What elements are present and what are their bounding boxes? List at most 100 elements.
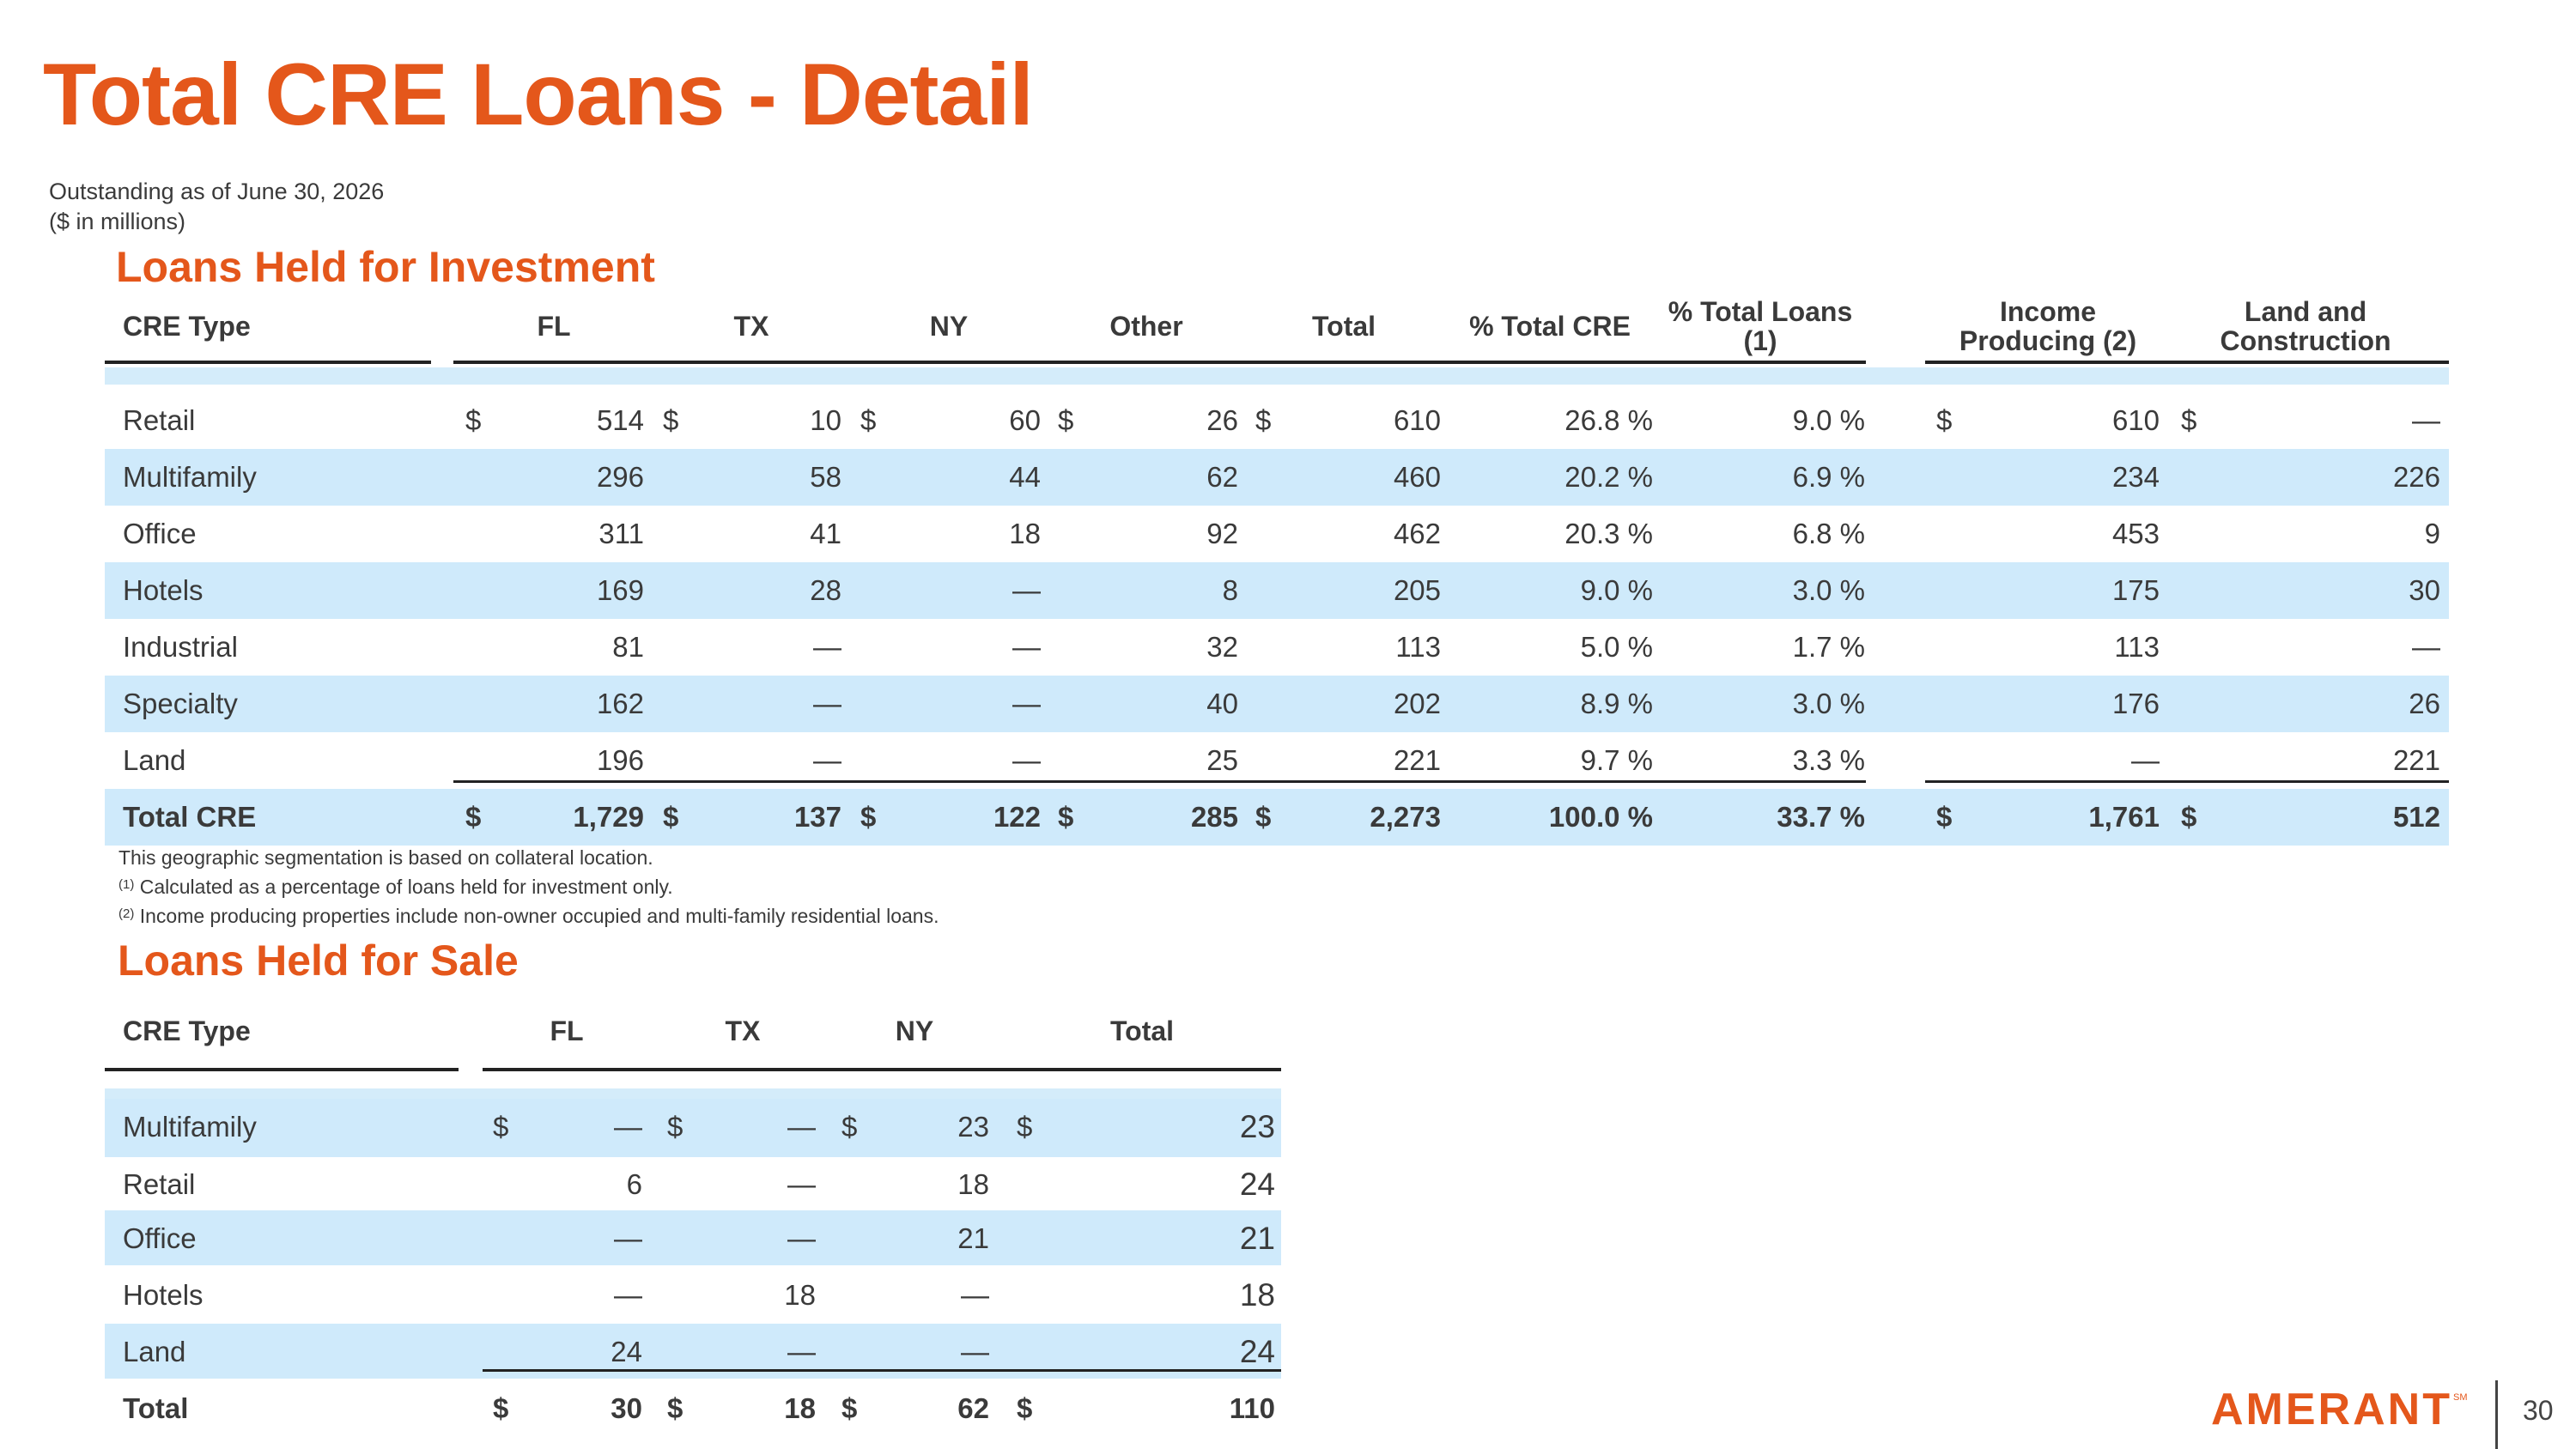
page-subtitle: Outstanding as of June 30, 2026 ($ in mi…: [49, 177, 384, 237]
cell-fl: 6: [626, 1168, 642, 1200]
cell-total: 113: [1395, 631, 1441, 663]
cell-ny: —: [1012, 631, 1041, 663]
cell-ny: 62: [957, 1392, 989, 1424]
cell-income: 1,761: [2088, 801, 2160, 833]
currency-symbol: $: [667, 1111, 683, 1143]
currency-symbol: $: [1017, 1111, 1033, 1143]
currency-symbol: $: [1058, 801, 1074, 833]
cell-tx: 41: [810, 518, 841, 549]
cell-ny: 23: [957, 1111, 989, 1143]
cell-fl: 81: [612, 631, 644, 663]
table-row: Multifamily $ — $ — $23 $23: [105, 1099, 1281, 1157]
cell-income: —: [2131, 744, 2160, 776]
row-label: Total: [123, 1392, 189, 1424]
cell-ny: 21: [957, 1222, 989, 1254]
currency-symbol: $: [1255, 404, 1272, 436]
cell-tx: —: [813, 631, 841, 663]
hfi-header-pct-cre: % Total CRE: [1469, 311, 1631, 342]
currency-symbol: $: [2181, 801, 2197, 833]
currency-symbol: $: [493, 1392, 509, 1424]
cell-ny: —: [961, 1336, 989, 1367]
amerant-logo: AMERANT SM: [2211, 1385, 2469, 1434]
cell-pct-cre: 5.0 %: [1580, 631, 1653, 663]
currency-symbol: $: [663, 801, 679, 833]
row-label: Retail: [123, 1168, 196, 1200]
row-label: Multifamily: [123, 461, 257, 493]
cell-total: 202: [1393, 688, 1441, 719]
page-number-divider: [2495, 1380, 2498, 1449]
hfi-header-income-line2: Producing (2): [1959, 325, 2137, 356]
cell-land: 226: [2392, 461, 2440, 493]
cell-total: 23: [1239, 1109, 1275, 1144]
currency-symbol: $: [493, 1111, 509, 1143]
cell-total: 2,273: [1370, 801, 1441, 833]
cell-tx: 18: [784, 1392, 816, 1424]
footnote-1: (1) Calculated as a percentage of loans …: [118, 871, 939, 900]
hfs-header-tx: TX: [725, 1016, 761, 1046]
currency-symbol: $: [465, 404, 482, 436]
cell-total: 24: [1239, 1334, 1275, 1369]
cell-ny: —: [961, 1279, 989, 1311]
hfi-total-rule: [453, 780, 1866, 783]
cell-pct-loans: 6.8 %: [1792, 518, 1865, 549]
currency-symbol: $: [841, 1392, 858, 1424]
cell-income: 175: [2111, 574, 2160, 606]
as-of-date: Outstanding as of June 30, 2026: [49, 179, 385, 204]
cell-tx: 58: [810, 461, 841, 493]
cell-income: 610: [2111, 404, 2160, 436]
cell-fl: 196: [596, 744, 644, 776]
row-label: Retail: [123, 404, 196, 436]
hfi-header-income-line1: Income: [1999, 296, 2097, 327]
hfi-header-fl: FL: [537, 311, 571, 342]
hfs-header-fl: FL: [550, 1016, 584, 1046]
footnote-2-text: Income producing properties include non-…: [139, 905, 939, 927]
cell-tx: —: [787, 1111, 816, 1143]
cell-tx: —: [787, 1336, 816, 1367]
cell-total: 21: [1239, 1221, 1275, 1256]
cell-ny: —: [1012, 574, 1041, 606]
hfi-header-total: Total: [1311, 311, 1376, 342]
footnote-1-marker: (1): [118, 877, 135, 892]
amerant-logo-mark: AMERANT SM: [2211, 1385, 2468, 1434]
cell-ny: 60: [1009, 404, 1041, 436]
hfi-header-band: [105, 367, 2449, 385]
row-label: Land: [123, 744, 186, 776]
row-label: Industrial: [123, 631, 238, 663]
table-row: Office — — 21 21: [105, 1210, 1281, 1265]
row-label: Hotels: [123, 574, 204, 606]
cell-pct-loans: 3.3 %: [1792, 744, 1865, 776]
cell-pct-loans: 3.0 %: [1792, 574, 1865, 606]
table-row: Specialty 162 — — 40 202 8.9 % 3.0 % 176 26: [105, 676, 2449, 732]
cell-other: 25: [1206, 744, 1238, 776]
footnote-geo: This geographic segmentation is based on…: [118, 846, 653, 869]
brand-wordmark: AMERANT: [2211, 1386, 2452, 1429]
cell-other: 285: [1190, 801, 1238, 833]
hfi-total-row: Total CRE $1,729 $137 $122 $285 $2,273 100.0 %…: [105, 789, 2449, 846]
cell-land: 26: [2409, 688, 2440, 719]
cell-land: 221: [2392, 744, 2440, 776]
hfi-header-rule: [105, 361, 431, 364]
brand-service-mark: SM: [2453, 1392, 2468, 1403]
table-row: Office 311 41 18 92 462 20.3 % 6.8 % 453 9: [105, 506, 2449, 562]
cell-pct-cre: 9.7 %: [1580, 744, 1653, 776]
cell-fl: 514: [596, 404, 644, 436]
hfi-section-title: Loans Held for Investment: [116, 243, 655, 291]
hfi-header-income: Income Producing (2): [1949, 297, 2147, 355]
cell-ny: —: [1012, 688, 1041, 719]
currency-symbol: $: [663, 404, 679, 436]
footnotes: This geographic segmentation is based on…: [118, 845, 939, 930]
hfi-header-tx: TX: [733, 311, 769, 342]
hfi-header-rule: [453, 361, 1866, 364]
cell-land: 512: [2392, 801, 2440, 833]
cell-other: 62: [1206, 461, 1238, 493]
table-row: Industrial 81 — — 32 113 5.0 % 1.7 % 113 —: [105, 619, 2449, 676]
cell-tx: 10: [810, 404, 841, 436]
currency-symbol: $: [1058, 404, 1074, 436]
cell-fl: 30: [611, 1392, 642, 1424]
row-label: Specialty: [123, 688, 238, 719]
hfi-header-land-line2: Construction: [2220, 325, 2391, 356]
cell-fl: 24: [611, 1336, 642, 1367]
hfi-header-pct-loans-line1: % Total Loans: [1668, 296, 1853, 327]
hfi-header-land-line1: Land and: [2244, 296, 2367, 327]
hfi-header-pct-loans-line2: (1): [1743, 325, 1777, 356]
